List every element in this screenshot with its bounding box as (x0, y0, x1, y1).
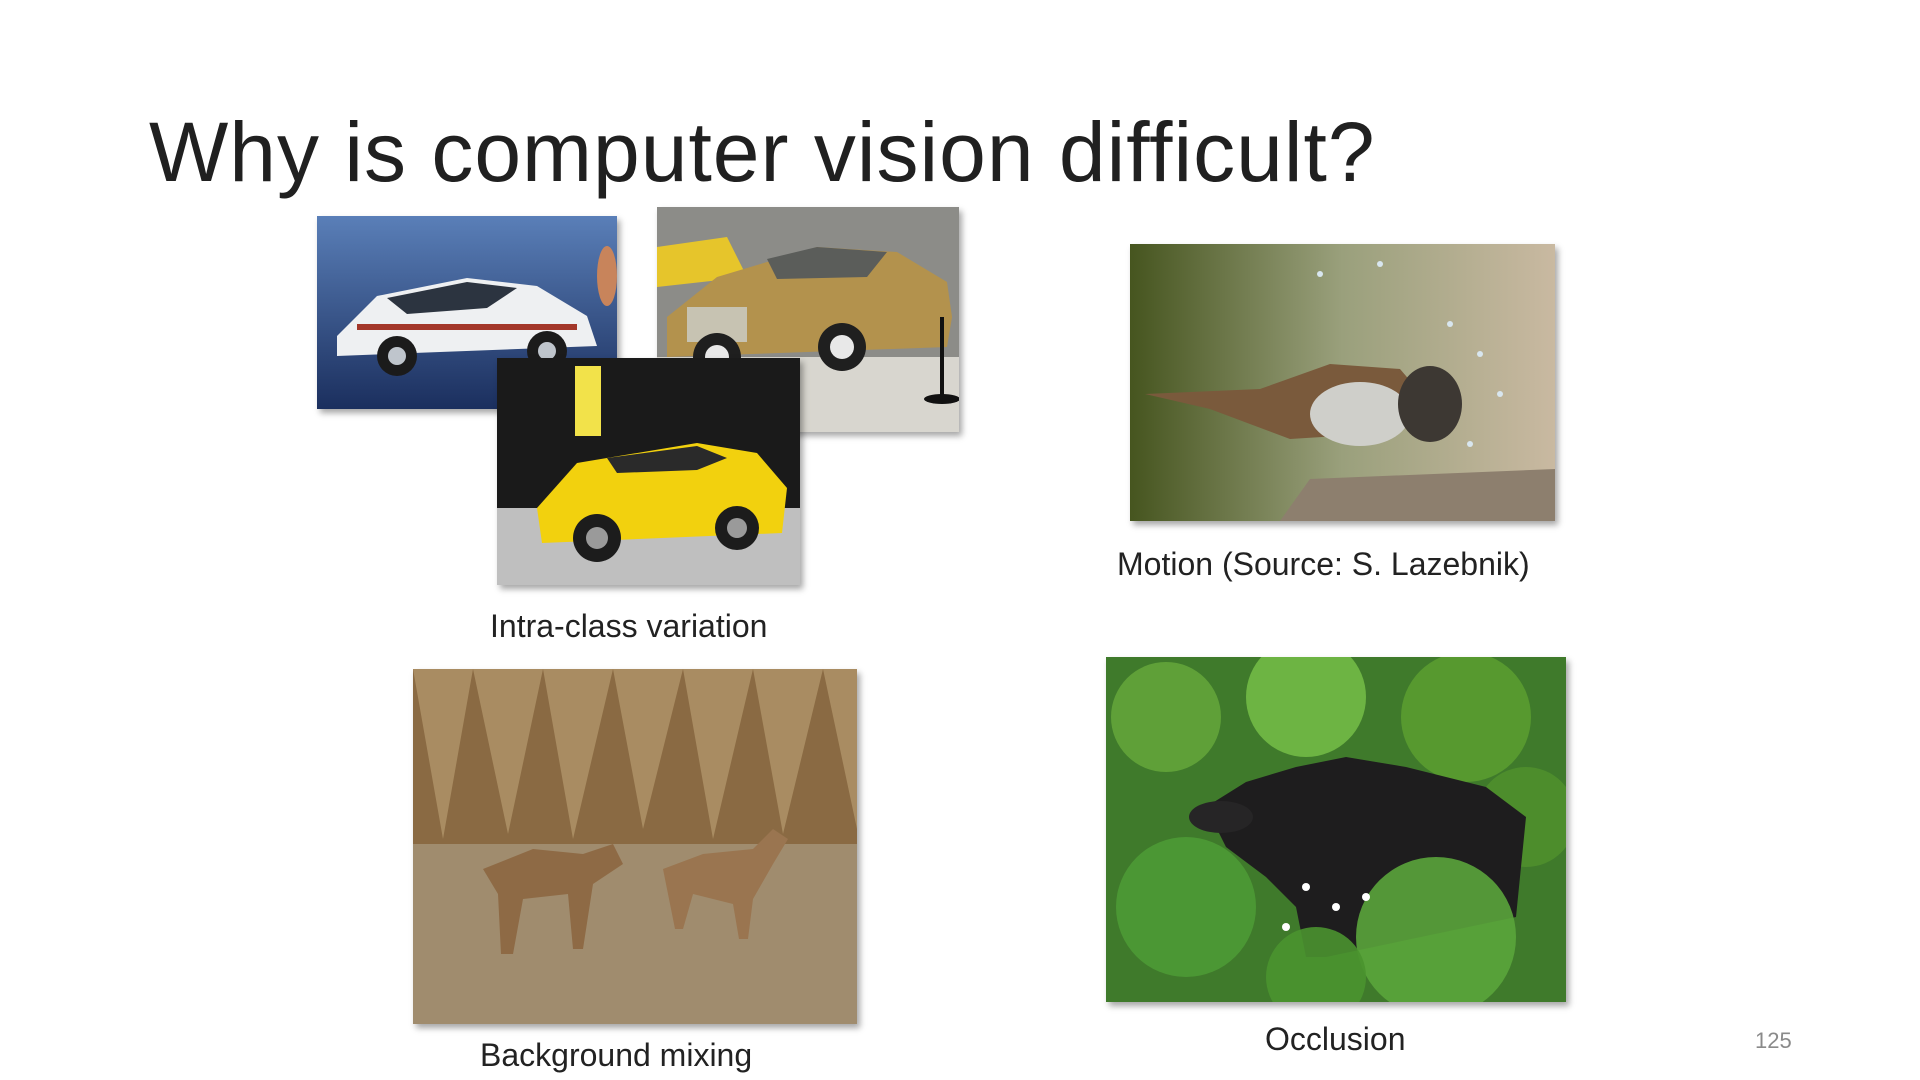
caption-intra-class-variation: Intra-class variation (490, 608, 768, 644)
caption-motion: Motion (Source: S. Lazebnik) (1117, 546, 1530, 582)
yellow-sports-car-photo (497, 358, 800, 585)
caption-background-mixing: Background mixing (480, 1037, 753, 1073)
cow-in-bushes-photo (1106, 657, 1566, 1002)
bird-shaking-head-photo (1130, 244, 1555, 521)
coyotes-in-field-photo (413, 669, 857, 1024)
caption-occlusion: Occlusion (1265, 1021, 1406, 1057)
page-number: 125 (1755, 1028, 1792, 1053)
slide-title: Why is computer vision difficult? (149, 105, 1376, 199)
